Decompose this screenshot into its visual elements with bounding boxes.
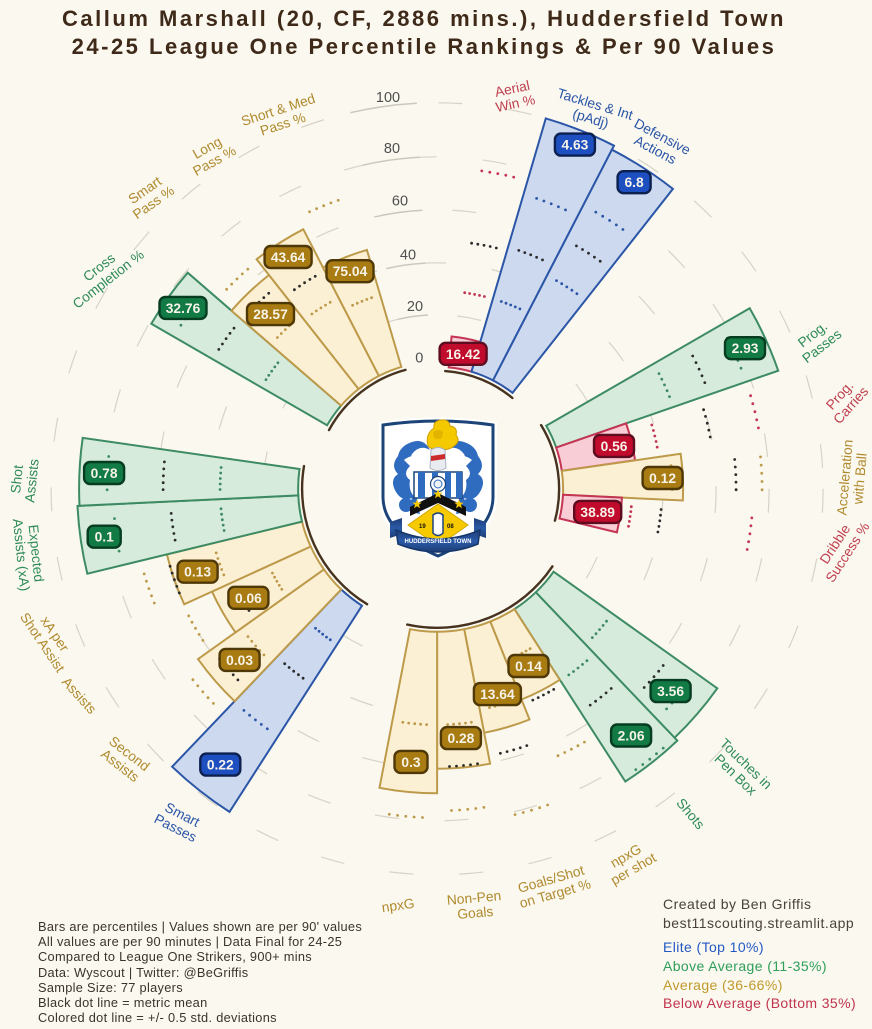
svg-text:0.12: 0.12	[649, 471, 676, 486]
svg-text:0: 0	[415, 351, 423, 367]
svg-text:0.22: 0.22	[207, 758, 234, 773]
svg-text:4.63: 4.63	[561, 138, 588, 153]
svg-text:100: 100	[376, 90, 400, 106]
svg-text:16.42: 16.42	[446, 347, 481, 362]
svg-text:20: 20	[407, 299, 423, 315]
svg-text:0.28: 0.28	[447, 731, 474, 746]
svg-text:2.06: 2.06	[618, 729, 645, 744]
svg-text:38.89: 38.89	[580, 505, 615, 520]
svg-text:0.3: 0.3	[401, 755, 421, 770]
svg-text:40: 40	[400, 248, 416, 264]
svg-text:0.13: 0.13	[184, 565, 211, 580]
svg-text:0.14: 0.14	[515, 659, 542, 674]
svg-text:6.8: 6.8	[625, 175, 645, 190]
svg-text:npxG: npxG	[381, 896, 416, 915]
svg-text:0.06: 0.06	[235, 591, 262, 606]
svg-text:2.93: 2.93	[732, 341, 759, 356]
svg-text:0.56: 0.56	[601, 439, 628, 454]
svg-text:32.76: 32.76	[166, 301, 201, 316]
svg-text:ShotAssists: ShotAssists	[7, 457, 41, 504]
svg-text:08: 08	[447, 524, 454, 530]
svg-text:60: 60	[392, 194, 408, 210]
svg-text:0.78: 0.78	[91, 466, 118, 481]
svg-text:75.04: 75.04	[333, 264, 368, 279]
svg-text:HUDDERSFIELD TOWN: HUDDERSFIELD TOWN	[405, 539, 472, 545]
svg-text:3.56: 3.56	[657, 684, 684, 699]
svg-text:28.57: 28.57	[253, 307, 288, 322]
svg-text:43.64: 43.64	[271, 250, 306, 265]
svg-text:0.1: 0.1	[95, 530, 115, 545]
svg-text:80: 80	[384, 141, 400, 157]
svg-text:19: 19	[419, 524, 426, 530]
svg-text:13.64: 13.64	[480, 687, 515, 702]
svg-text:Accelerationwith Ball: Accelerationwith Ball	[834, 439, 871, 517]
svg-text:Non-PenGoals: Non-PenGoals	[446, 888, 503, 923]
svg-text:0.03: 0.03	[226, 653, 253, 668]
